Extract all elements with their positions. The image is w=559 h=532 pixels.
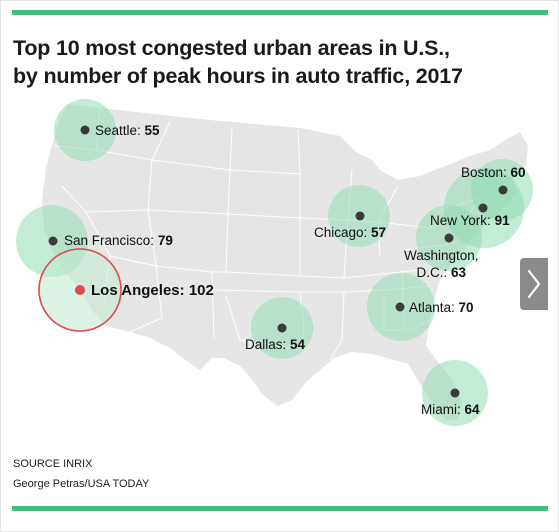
san-francisco-hours: 79 (157, 233, 173, 248)
label-seattle: Seattle: 55 (95, 123, 160, 138)
boston-dot (498, 185, 508, 195)
credit-note: George Petras/USA TODAY (13, 478, 150, 490)
san-francisco-dot (48, 236, 58, 246)
title-line-2: by number of peak hours in auto traffic,… (13, 64, 463, 88)
top-accent-bar (12, 10, 548, 15)
atlanta-dot (395, 302, 405, 312)
label-dallas: Dallas: 54 (245, 337, 306, 352)
atlanta-hours: 70 (458, 300, 474, 315)
miami-dot (450, 388, 460, 398)
chicago-hours: 57 (371, 225, 387, 240)
boston-hours: 60 (510, 165, 526, 180)
chicago-dot (355, 211, 365, 221)
label-los-angeles: Los Angeles: 102 (91, 282, 214, 299)
title-line-1: Top 10 most congested urban areas in U.S… (13, 36, 450, 60)
new-york-dot (478, 203, 488, 213)
label-washington: Washington, D.C.: 63 (404, 248, 479, 280)
dallas-hours: 54 (290, 337, 306, 352)
label-chicago: Chicago: 57 (314, 225, 387, 240)
bottom-accent-bar (12, 506, 548, 511)
los-angeles-dot (75, 285, 85, 295)
next-slide-button[interactable] (520, 258, 548, 310)
label-miami: Miami: 64 (421, 402, 480, 417)
chevron-right-icon (527, 269, 541, 299)
label-san-francisco: San Francisco: 79 (64, 233, 173, 248)
city-dots (48, 125, 508, 398)
us-land (42, 104, 528, 420)
dallas-dot (277, 323, 287, 333)
label-atlanta: Atlanta: 70 (409, 300, 474, 315)
new-york-hours: 91 (494, 213, 510, 228)
source-note: SOURCE INRIX (13, 458, 93, 470)
washington-hours: 63 (451, 265, 467, 280)
seattle-dot (80, 125, 90, 135)
seattle-hours: 55 (144, 123, 160, 138)
washington-dot (444, 233, 454, 243)
los-angeles-hours: 102 (188, 282, 214, 299)
map-title: Top 10 most congested urban areas in U.S… (13, 34, 533, 90)
label-new-york: New York: 91 (430, 213, 510, 228)
label-boston: Boston: 60 (461, 165, 526, 180)
miami-hours: 64 (464, 402, 480, 417)
